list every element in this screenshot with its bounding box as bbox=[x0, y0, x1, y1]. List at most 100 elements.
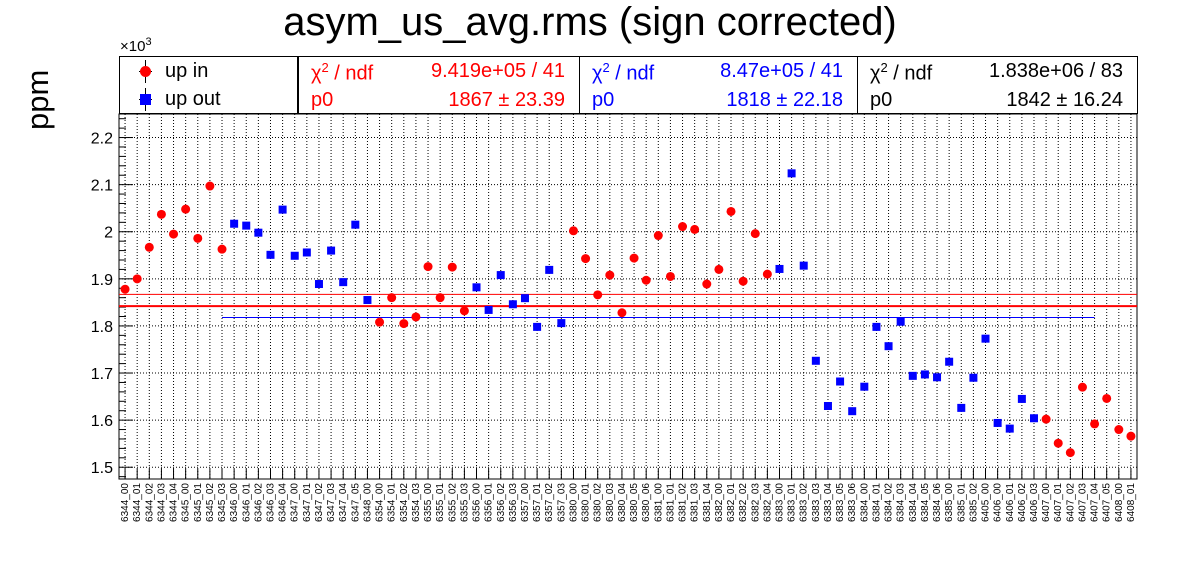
x-tick-label: 6385_02 bbox=[968, 483, 979, 522]
data-point-up-in bbox=[375, 317, 385, 327]
x-tick-label: 6384_03 bbox=[896, 483, 907, 522]
x-tick-label: 6346_04 bbox=[278, 483, 289, 522]
x-tick-label: 6407_00 bbox=[1041, 483, 1052, 522]
x-tick-label: 6354_03 bbox=[411, 483, 422, 522]
x-tick-label: 6406_03 bbox=[1029, 483, 1040, 522]
data-point-up-in bbox=[1041, 414, 1051, 424]
x-tick-label: 6382_00 bbox=[714, 483, 725, 522]
data-point-up-in bbox=[435, 293, 445, 303]
x-tick-label: 6381_04 bbox=[702, 483, 713, 522]
data-point-up-out bbox=[811, 356, 820, 365]
x-tick-label: 6348_00 bbox=[362, 483, 373, 522]
p0-label: p0 bbox=[311, 89, 334, 111]
x-tick-label: 6344_02 bbox=[144, 483, 155, 522]
x-tick-label: 6356_00 bbox=[472, 483, 483, 522]
x-tick-label: 6405_00 bbox=[981, 483, 992, 522]
x-tick-label: 6406_00 bbox=[993, 483, 1004, 522]
x-tick-label: 6355_03 bbox=[459, 483, 470, 522]
data-point-up-out bbox=[254, 228, 263, 237]
data-point-up-out bbox=[993, 418, 1002, 427]
x-tick-label: 6357_02 bbox=[544, 483, 555, 522]
x-tick-label: 6354_00 bbox=[375, 483, 386, 522]
y-tick-label: 1.9 bbox=[91, 272, 113, 289]
data-point-up-in bbox=[738, 276, 748, 286]
data-point-up-in bbox=[132, 274, 142, 284]
x-tick-label: 6406_01 bbox=[1005, 483, 1016, 522]
x-tick-label: 6380_01 bbox=[581, 483, 592, 522]
chi2-label: χ2 / ndf bbox=[311, 60, 374, 85]
x-tick-label: 6380_04 bbox=[617, 483, 628, 522]
data-point-up-in bbox=[1065, 448, 1075, 458]
data-point-up-in bbox=[714, 264, 724, 274]
data-point-up-out bbox=[278, 205, 287, 214]
data-point-up-in bbox=[423, 262, 433, 272]
x-tick-label: 6384_06 bbox=[932, 483, 943, 522]
x-tick-label: 6346_00 bbox=[229, 483, 240, 522]
data-point-up-out bbox=[896, 317, 905, 326]
data-point-up-out bbox=[848, 407, 857, 416]
x-tick-label: 6345_01 bbox=[193, 483, 204, 522]
x-tick-label: 6354_02 bbox=[399, 483, 410, 522]
x-tick-label: 6383_01 bbox=[787, 483, 798, 522]
x-tick-label: 6408_01 bbox=[1126, 483, 1137, 522]
data-point-up-out bbox=[472, 283, 481, 292]
data-point-up-out bbox=[557, 319, 566, 328]
chi2-value: 9.419e+05 / 41 bbox=[430, 60, 565, 82]
x-tick-label: 6345_00 bbox=[181, 483, 192, 522]
data-point-up-out bbox=[1017, 394, 1026, 403]
legend-item-up-out: up out bbox=[120, 86, 297, 114]
x-tick-label: 6383_06 bbox=[847, 483, 858, 522]
data-point-up-out bbox=[545, 265, 554, 274]
data-point-up-in bbox=[181, 204, 191, 214]
data-point-up-out bbox=[920, 370, 929, 379]
x-tick-label: 6383_02 bbox=[799, 483, 810, 522]
data-point-up-in bbox=[593, 290, 603, 300]
data-point-up-out bbox=[351, 220, 360, 229]
x-tick-label: 6385_01 bbox=[956, 483, 967, 522]
x-tick-label: 6381_03 bbox=[690, 483, 701, 522]
y-tick-label: 1.5 bbox=[91, 460, 113, 477]
y-multiplier-exponent: 3 bbox=[145, 36, 152, 48]
p0-label: p0 bbox=[592, 89, 615, 111]
data-point-up-in bbox=[702, 279, 712, 289]
x-tick-label: 6380_02 bbox=[593, 483, 604, 522]
y-tick-label: 2.2 bbox=[91, 131, 113, 148]
x-tick-label: 6355_00 bbox=[423, 483, 434, 522]
data-point-up-out bbox=[484, 305, 493, 314]
data-point-up-in bbox=[665, 271, 675, 281]
chi2-value: 1.838e+06 / 83 bbox=[988, 60, 1123, 82]
x-tick-label: 6383_03 bbox=[811, 483, 822, 522]
data-point-up-out bbox=[363, 296, 372, 305]
x-tick-label: 6344_00 bbox=[120, 483, 131, 522]
data-point-up-out bbox=[230, 219, 239, 228]
data-point-up-out bbox=[957, 403, 966, 412]
y-multiplier-base: ×10 bbox=[120, 38, 146, 55]
data-point-up-in bbox=[120, 284, 130, 294]
x-tick-label: 6344_01 bbox=[132, 483, 143, 522]
x-tick-label: 6382_01 bbox=[726, 483, 737, 522]
data-point-up-in bbox=[205, 181, 215, 191]
legend-item-up-in: up in bbox=[120, 58, 297, 86]
legend-label: up out bbox=[165, 88, 221, 110]
x-tick-label: 6356_03 bbox=[508, 483, 519, 522]
data-point-up-in bbox=[217, 244, 227, 254]
x-tick-label: 6383_04 bbox=[823, 483, 834, 522]
data-point-up-in bbox=[690, 224, 700, 234]
data-point-up-out bbox=[1005, 424, 1014, 433]
data-point-up-in bbox=[169, 229, 179, 239]
x-tick-label: 6383_00 bbox=[774, 483, 785, 522]
x-tick-label: 6347_04 bbox=[338, 483, 349, 522]
x-tick-label: 6380_05 bbox=[629, 483, 640, 522]
x-tick-label: 6344_03 bbox=[156, 483, 167, 522]
data-point-up-out bbox=[908, 371, 917, 380]
data-point-up-in bbox=[629, 253, 639, 263]
x-tick-label: 6354_01 bbox=[387, 483, 398, 522]
x-tick-label: 6346_01 bbox=[241, 483, 252, 522]
x-tick-label: 6381_00 bbox=[653, 483, 664, 522]
chi2-label: χ2 / ndf bbox=[870, 60, 933, 85]
data-point-up-in bbox=[750, 229, 760, 239]
x-tick-label: 6355_01 bbox=[435, 483, 446, 522]
data-point-up-in bbox=[568, 226, 578, 236]
chart-title: asym_us_avg.rms (sign corrected) bbox=[283, 0, 897, 44]
x-tick-label: 6382_04 bbox=[762, 483, 773, 522]
